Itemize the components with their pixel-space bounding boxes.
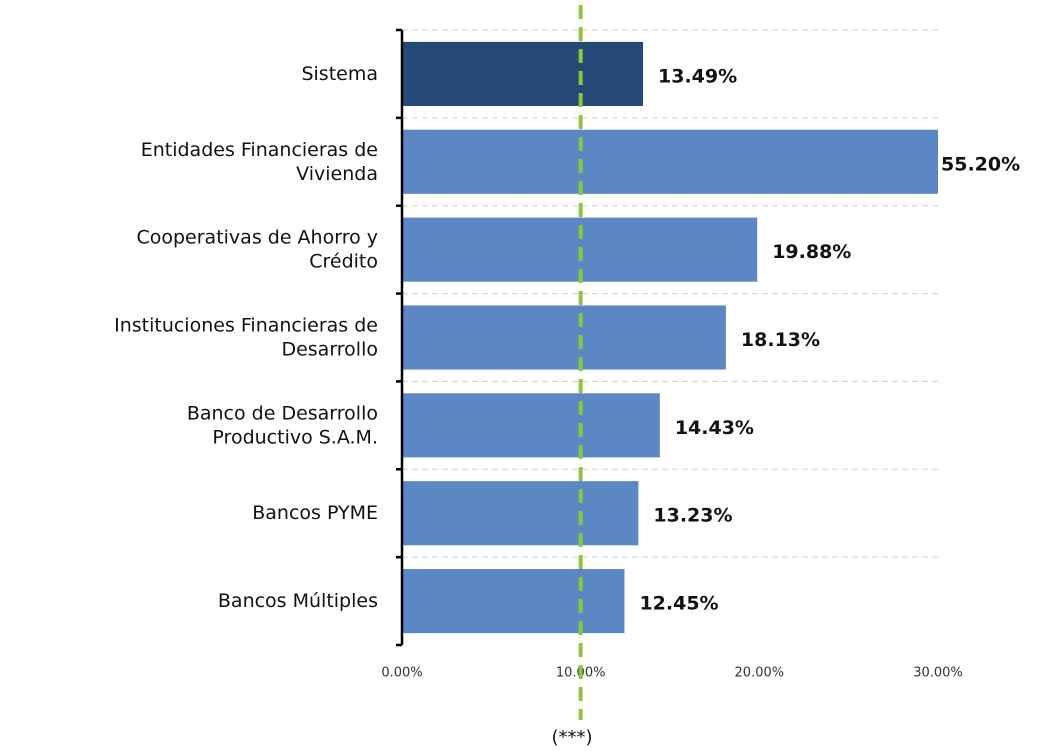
value-label: 13.23%: [653, 505, 732, 527]
category-label: Instituciones Financieras de Desarrollo: [114, 314, 378, 360]
category-label: Sistema: [301, 62, 378, 84]
category-label: Cooperativas de Ahorro y Crédito: [136, 226, 378, 272]
category-label: Bancos Múltiples: [218, 590, 378, 612]
value-label: 19.88%: [772, 241, 851, 263]
x-tick-label: 30.00%: [913, 666, 963, 681]
category-label: Bancos PYME: [252, 502, 378, 524]
bar: [402, 481, 639, 546]
bar: [402, 569, 625, 634]
bar: [402, 129, 938, 194]
value-label: 12.45%: [639, 593, 718, 615]
category-label: Banco de Desarrollo Productivo S.A.M.: [187, 402, 378, 448]
value-label: 55.20%: [941, 153, 1020, 175]
bar: [402, 393, 660, 458]
bar: [402, 41, 644, 106]
category-label: Entidades Financieras de Vivienda: [141, 138, 378, 184]
x-tick-label: 20.00%: [735, 666, 785, 681]
x-tick-label: 0.00%: [381, 666, 422, 681]
value-label: 14.43%: [675, 417, 754, 439]
value-label: 18.13%: [741, 329, 820, 351]
bar: [402, 305, 726, 370]
annotation: (***): [551, 727, 592, 748]
value-label: 13.49%: [658, 65, 737, 87]
